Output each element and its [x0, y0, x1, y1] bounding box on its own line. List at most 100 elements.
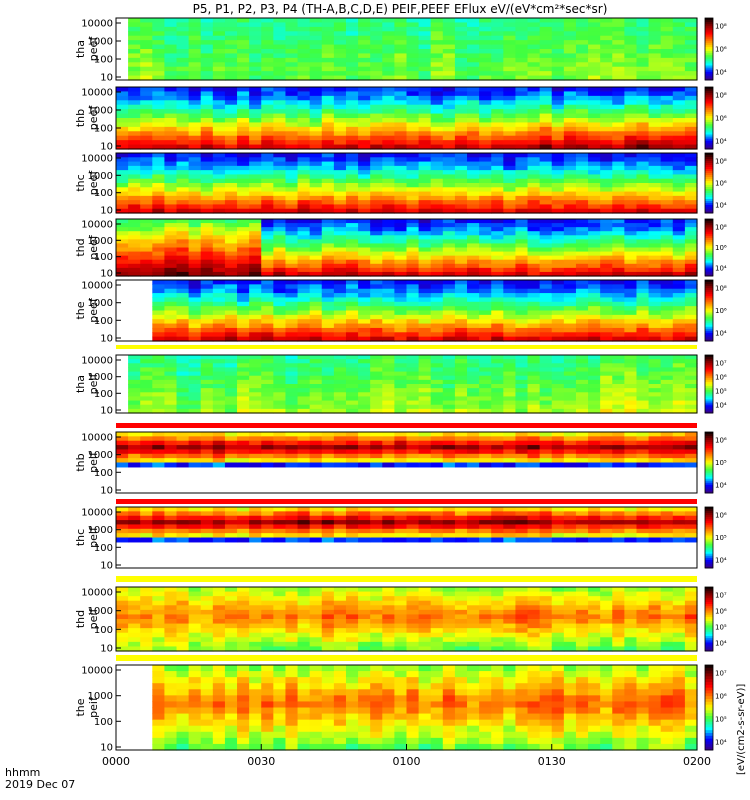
- heatmap-cell: [212, 319, 226, 325]
- heatmap-cell: [309, 384, 323, 389]
- heatmap-cell: [636, 297, 650, 303]
- heatmap-cell: [636, 293, 650, 299]
- heatmap-cell: [358, 288, 371, 294]
- heatmap-cell: [370, 49, 383, 55]
- heatmap-cell: [188, 400, 202, 406]
- heatmap-cell: [321, 507, 335, 512]
- heatmap-cell: [140, 511, 153, 517]
- heatmap-cell: [636, 379, 650, 385]
- heatmap-cell: [152, 537, 166, 543]
- heatmap-cell: [152, 462, 166, 468]
- heatmap-cell: [309, 284, 323, 290]
- heatmap-cell: [418, 293, 432, 299]
- heatmap-cell: [116, 259, 129, 265]
- heatmap-cell: [345, 223, 359, 228]
- heatmap-cell: [503, 35, 517, 41]
- heatmap-cell: [491, 453, 504, 459]
- heatmap-cell: [612, 379, 625, 385]
- heatmap-cell: [612, 178, 625, 184]
- heatmap-cell: [152, 204, 166, 210]
- heatmap-cell: [152, 157, 166, 163]
- heatmap-cell: [273, 436, 287, 442]
- heatmap-cell: [321, 183, 335, 188]
- heatmap-cell: [188, 208, 202, 214]
- heatmap-cell: [648, 71, 662, 77]
- heatmap-cell: [309, 87, 323, 93]
- heatmap-cell: [684, 284, 698, 290]
- heatmap-cell: [624, 91, 638, 97]
- heatmap-cell: [454, 332, 468, 338]
- heatmap-cell: [212, 528, 226, 534]
- heatmap-cell: [237, 26, 250, 32]
- heatmap-cell: [358, 284, 371, 290]
- heatmap-cell: [200, 62, 214, 68]
- heatmap-cell: [684, 227, 698, 232]
- heatmap-cell: [503, 371, 517, 377]
- colorbar-segment: [705, 126, 713, 129]
- heatmap-cell: [551, 204, 565, 210]
- heatmap-cell: [454, 528, 468, 534]
- heatmap-cell: [321, 95, 335, 101]
- heatmap-cell: [140, 113, 153, 119]
- heatmap-cell: [152, 44, 166, 50]
- heatmap-cell: [297, 359, 311, 364]
- heatmap-cell: [333, 40, 347, 46]
- heatmap-cell: [152, 263, 166, 269]
- heatmap-cell: [684, 375, 698, 381]
- heatmap-cell: [600, 314, 613, 320]
- heatmap-cell: [116, 243, 129, 249]
- heatmap-cell: [648, 200, 662, 206]
- heatmap-cell: [176, 22, 190, 28]
- heatmap-cell: [345, 445, 359, 451]
- colorbar-tick-label: 10⁸: [715, 92, 727, 100]
- heatmap-cell: [442, 44, 456, 50]
- heatmap-cell: [116, 122, 129, 128]
- heatmap-cell: [467, 440, 480, 446]
- heatmap-cell: [503, 306, 517, 312]
- colorbar-segment: [705, 476, 713, 480]
- heatmap-cell: [527, 40, 541, 46]
- heatmap-cell: [479, 66, 492, 72]
- heatmap-cell: [539, 57, 553, 63]
- heatmap-cell: [442, 293, 456, 299]
- heatmap-cell: [261, 271, 274, 277]
- heatmap-cell: [636, 187, 650, 193]
- heatmap-cell: [164, 507, 178, 512]
- heatmap-cell: [672, 227, 686, 232]
- heatmap-cell: [212, 507, 226, 512]
- heatmap-cell: [454, 62, 468, 68]
- heatmap-cell: [684, 131, 698, 137]
- heatmap-cell: [333, 153, 347, 158]
- heatmap-cell: [442, 255, 456, 261]
- heatmap-cell: [430, 53, 444, 59]
- heatmap-cell: [442, 384, 456, 389]
- heatmap-cell: [164, 511, 178, 517]
- heatmap-cell: [515, 18, 529, 24]
- heatmap-cell: [467, 235, 480, 240]
- heatmap-cell: [140, 371, 153, 377]
- heatmap-cell: [430, 195, 444, 201]
- heatmap-cell: [479, 263, 492, 269]
- heatmap-cell: [273, 18, 287, 24]
- heatmap-cell: [527, 458, 541, 464]
- heatmap-cell: [684, 100, 698, 106]
- heatmap-cell: [600, 379, 613, 385]
- heatmap-cell: [261, 26, 274, 32]
- spectrogram-heatmap: [116, 153, 698, 214]
- heatmap-cell: [394, 53, 408, 59]
- heatmap-cell: [527, 153, 541, 158]
- heatmap-cell: [333, 392, 347, 398]
- heatmap-cell: [237, 95, 250, 101]
- heatmap-cell: [563, 332, 577, 338]
- heatmap-cell: [212, 174, 226, 180]
- colorbar-segment: [705, 18, 713, 21]
- heatmap-cell: [309, 239, 323, 245]
- panel-label-probe: thb: [74, 109, 87, 127]
- heatmap-cell: [321, 144, 335, 150]
- heatmap-cell: [527, 251, 541, 257]
- heatmap-cell: [188, 223, 202, 228]
- heatmap-cell: [624, 462, 638, 468]
- heatmap-cell: [309, 231, 323, 236]
- heatmap-cell: [249, 165, 262, 171]
- heatmap-cell: [176, 379, 190, 385]
